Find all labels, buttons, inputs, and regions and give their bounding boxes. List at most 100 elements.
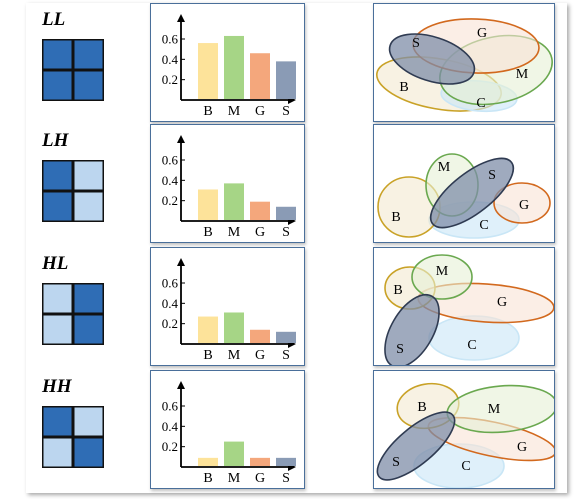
bar-chart-panel: 0.2 0.4 0.6 B M G S xyxy=(150,247,305,366)
grid-cell-3 xyxy=(74,192,104,222)
ellipse-label-c: C xyxy=(479,218,488,233)
bar-chart-panel: 0.2 0.4 0.6 B M G S xyxy=(150,124,305,243)
subband-grid-ll xyxy=(42,39,104,101)
venn-panel: C G B M S xyxy=(373,370,555,489)
bar-b xyxy=(198,189,218,220)
subband-grid-hl xyxy=(42,283,104,345)
x-tick-label: G xyxy=(255,348,265,363)
bar-g xyxy=(250,53,270,99)
y-tick-label: 0.4 xyxy=(162,173,179,188)
x-tick-label: B xyxy=(203,348,212,363)
x-tick-label: B xyxy=(203,471,212,486)
bar-s xyxy=(276,458,296,466)
subband-grid-hh xyxy=(42,406,104,468)
bar-b xyxy=(198,458,218,466)
x-tick-label: G xyxy=(255,225,265,240)
y-tick-label: 0.2 xyxy=(162,316,178,331)
ellipse-label-b: B xyxy=(391,210,400,225)
venn-panel: B C M G S xyxy=(373,3,555,122)
y-tick-label: 0.2 xyxy=(162,193,178,208)
y-tick-label: 0.6 xyxy=(162,153,179,168)
y-tick-label: 0.6 xyxy=(162,276,179,291)
y-tick-label: 0.4 xyxy=(162,52,179,67)
bar-b xyxy=(198,43,218,99)
ellipse-label-b: B xyxy=(417,400,426,415)
bar-chart: 0.2 0.4 0.6 B M G S xyxy=(151,371,304,488)
bar-m xyxy=(224,312,244,343)
venn-diagram: B C M G S xyxy=(374,4,554,121)
grid-cell-2 xyxy=(43,315,73,345)
y-tick-label: 0.2 xyxy=(162,72,178,87)
x-tick-label: G xyxy=(255,104,265,119)
y-tick-label: 0.4 xyxy=(162,419,179,434)
venn-diagram: C B G M S xyxy=(374,125,554,242)
ellipse-label-c: C xyxy=(476,96,485,111)
y-tick-label: 0.6 xyxy=(162,32,179,47)
grid-cell-0 xyxy=(43,407,73,437)
ellipse-label-s: S xyxy=(488,168,496,183)
row-label-hl: HL xyxy=(42,253,102,275)
x-tick-label: S xyxy=(282,225,290,240)
y-axis-arrow xyxy=(177,381,185,389)
grid-cell-0 xyxy=(43,40,73,70)
grid-cell-3 xyxy=(74,71,104,101)
row-label-lh: LH xyxy=(42,130,102,152)
ellipse-label-s: S xyxy=(392,455,400,470)
y-tick-label: 0.4 xyxy=(162,296,179,311)
venn-diagram: C G B M S xyxy=(374,371,554,488)
ellipse-label-m: M xyxy=(436,264,449,279)
bar-m xyxy=(224,442,244,466)
bar-chart-panel: 0.2 0.4 0.6 B M G S xyxy=(150,370,305,489)
ellipse-label-b: B xyxy=(393,283,402,298)
bar-g xyxy=(250,330,270,343)
grid-cell-1 xyxy=(74,161,104,191)
y-tick-label: 0.6 xyxy=(162,399,179,414)
bar-m xyxy=(224,36,244,99)
grid-cell-1 xyxy=(74,284,104,314)
bar-s xyxy=(276,61,296,99)
ellipse-label-c: C xyxy=(467,338,476,353)
ellipse-label-g: G xyxy=(519,198,529,213)
grid-cell-1 xyxy=(74,40,104,70)
y-tick-label: 0.2 xyxy=(162,439,178,454)
ellipse-label-c: C xyxy=(461,459,470,474)
grid-cell-3 xyxy=(74,315,104,345)
x-tick-label: B xyxy=(203,104,212,119)
y-axis-arrow xyxy=(177,258,185,266)
ellipse-label-s: S xyxy=(412,36,420,51)
ellipse-label-b: B xyxy=(399,80,408,95)
ellipse-label-m: M xyxy=(438,160,451,175)
ellipse-label-g: G xyxy=(497,295,507,310)
y-axis-arrow xyxy=(177,135,185,143)
y-axis-arrow xyxy=(177,14,185,22)
x-tick-label: M xyxy=(228,104,241,119)
grid-cell-1 xyxy=(74,407,104,437)
bar-s xyxy=(276,332,296,343)
bar-m xyxy=(224,183,244,220)
bar-b xyxy=(198,317,218,343)
ellipse-label-g: G xyxy=(517,440,527,455)
bar-chart: 0.2 0.4 0.6 B M G S xyxy=(151,4,304,121)
x-tick-label: M xyxy=(228,471,241,486)
x-tick-label: M xyxy=(228,225,241,240)
x-tick-label: B xyxy=(203,225,212,240)
grid-cell-2 xyxy=(43,192,73,222)
subband-grid-lh xyxy=(42,160,104,222)
venn-diagram: C G B M S xyxy=(374,248,554,365)
bar-chart: 0.2 0.4 0.6 B M G S xyxy=(151,248,304,365)
ellipse-label-g: G xyxy=(477,26,487,41)
x-tick-label: S xyxy=(282,348,290,363)
x-tick-label: S xyxy=(282,104,290,119)
bar-s xyxy=(276,207,296,220)
grid-cell-2 xyxy=(43,71,73,101)
row-label-ll: LL xyxy=(42,9,102,31)
ellipse-label-m: M xyxy=(516,67,529,82)
x-tick-label: G xyxy=(255,471,265,486)
x-tick-label: S xyxy=(282,471,290,486)
x-tick-label: M xyxy=(228,348,241,363)
row-label-hh: HH xyxy=(42,376,102,398)
ellipse-label-m: M xyxy=(488,402,501,417)
grid-cell-0 xyxy=(43,284,73,314)
venn-panel: C G B M S xyxy=(373,247,555,366)
venn-panel: C B G M S xyxy=(373,124,555,243)
